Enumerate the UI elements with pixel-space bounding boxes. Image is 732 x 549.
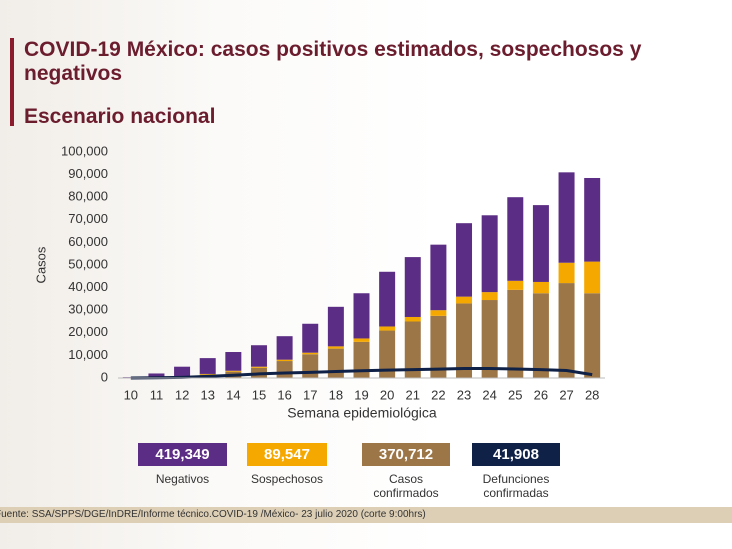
bar-segment: [430, 244, 447, 311]
legend-label: Casos confirmados: [373, 472, 439, 500]
legend-label: Negativos: [155, 472, 210, 486]
bar-segment: [379, 330, 396, 378]
bar-segment: [558, 283, 575, 378]
bar-segment: [404, 257, 421, 317]
x-tick-label: 13: [200, 387, 214, 402]
accent-bar: [10, 38, 14, 126]
y-tick-label: 100,000: [61, 143, 108, 158]
bar-segment: [327, 306, 344, 347]
total-box: 89,547: [247, 443, 327, 466]
x-tick-label: 14: [226, 387, 240, 402]
bar-segment: [532, 281, 549, 294]
bar-segment: [199, 358, 216, 374]
x-tick-label: 20: [380, 387, 394, 402]
bar-segment: [379, 326, 396, 331]
bar-segment: [481, 292, 498, 301]
bar-segment: [507, 289, 524, 378]
bar-segment: [481, 300, 498, 378]
source: Fuente: SSA/SPPS/DGE/InDRE/Informe técni…: [0, 507, 732, 523]
bar-segment: [199, 373, 216, 375]
legend-label: Sospechosos: [250, 472, 324, 486]
y-tick-label: 0: [101, 369, 108, 384]
bar-segment: [456, 303, 473, 378]
x-tick-label: 16: [277, 387, 291, 402]
y-tick-label: 20,000: [68, 324, 108, 339]
total-box: 419,349: [138, 443, 227, 466]
bar-segment: [250, 345, 267, 367]
bar-segment: [148, 373, 165, 378]
x-tick-label: 11: [150, 387, 164, 402]
x-tick-label: 28: [585, 387, 599, 402]
x-tick-label: 10: [124, 387, 138, 402]
bar-segment: [532, 205, 549, 282]
total-box: 41,908: [472, 443, 560, 466]
bar-segment: [225, 352, 242, 371]
bar-segment: [584, 293, 601, 378]
bar-segment: [456, 296, 473, 304]
legend-label: Defunciones confirmadas: [482, 472, 550, 500]
bar-segment: [584, 177, 601, 262]
x-tick-label: 21: [406, 387, 420, 402]
deaths-line: [130, 367, 593, 380]
y-tick-label: 30,000: [68, 302, 108, 317]
bar-segment: [481, 215, 498, 293]
y-tick-label: 40,000: [68, 279, 108, 294]
x-tick-label: 23: [457, 387, 471, 402]
bar-segment: [276, 359, 293, 362]
bar-segment: [327, 346, 344, 349]
y-tick-label: 50,000: [68, 256, 108, 271]
bar-segment: [327, 348, 344, 378]
bar-segment: [302, 354, 319, 378]
x-tick-label: 25: [508, 387, 522, 402]
x-tick-label: 26: [534, 387, 548, 402]
chart: Casos Semana epidemiológica 0 10,000 20,00…: [33, 143, 605, 421]
bar-segment: [532, 293, 549, 378]
y-tick-label: 60,000: [68, 234, 108, 249]
bar-segment: [558, 262, 575, 284]
x-tick-label: 19: [354, 387, 368, 402]
chart-subtitle: Escenario nacional: [24, 105, 216, 128]
y-tick-label: 90,000: [68, 166, 108, 181]
bar-segment: [584, 261, 601, 294]
bar-segment: [507, 197, 524, 281]
x-tick-label: 18: [329, 387, 343, 402]
total-box: 370,712: [362, 443, 450, 466]
bar-segment: [456, 223, 473, 297]
x-tick-label: 15: [252, 387, 266, 402]
bar-segment: [507, 280, 524, 290]
bar-segment: [404, 316, 421, 322]
bar-segment: [225, 370, 242, 372]
bar-segment: [404, 321, 421, 378]
x-tick-label: 12: [175, 387, 189, 402]
bar-segment: [558, 172, 575, 263]
bar-segment: [430, 310, 447, 316]
bar-segment: [174, 366, 191, 377]
y-axis-label: Casos: [33, 246, 48, 283]
bar-segment: [430, 315, 447, 378]
bar-segment: [250, 366, 267, 368]
x-tick-label: 24: [482, 387, 496, 402]
x-tick-label: 27: [559, 387, 573, 402]
bar-segment: [379, 271, 396, 327]
bar-segment: [353, 338, 370, 342]
bar-segment: [302, 352, 319, 355]
x-tick-label: 22: [431, 387, 445, 402]
bar-segment: [276, 361, 293, 378]
y-tick-label: 80,000: [68, 189, 108, 204]
bar-segment: [276, 336, 293, 360]
y-tick-label: 70,000: [68, 211, 108, 226]
chart-title: COVID-19 México: casos positivos estimad…: [24, 38, 642, 85]
x-axis-label: Semana epidemiológica: [287, 405, 437, 421]
bar-segment: [302, 323, 319, 353]
bar-segment: [353, 341, 370, 378]
x-tick-label: 17: [303, 387, 317, 402]
bar-segment: [353, 293, 370, 339]
y-tick-label: 10,000: [68, 347, 108, 362]
